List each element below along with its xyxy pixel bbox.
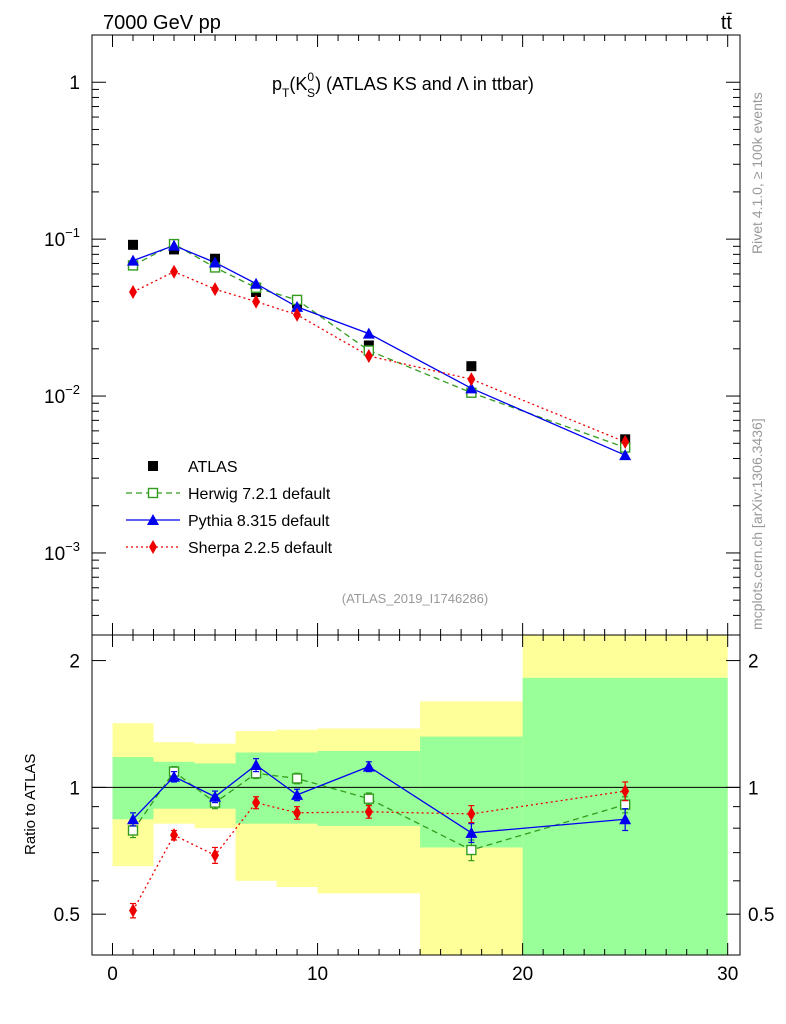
legend-label-herwig: Herwig 7.2.1 default [188,486,331,503]
herwig-ratio-point [466,844,477,856]
pythia-ratio-point [209,790,222,802]
sherpa-main-point [129,285,138,300]
ratio-y-tick-label-right: 1 [748,778,759,799]
legend-item-herwig: Herwig 7.2.1 default [126,486,331,503]
rivet-version-label: Rivet 4.1.0, ≥ 100k events [749,92,765,254]
ratio-plot-panel: 0 10 20 30 0.5 0.5 1 1 2 2 Ratio to ATLAS [22,634,774,985]
sherpa-ratio-point [170,828,179,843]
ratio-x-tick-label: 20 [512,964,533,985]
ratio-x-tick-label: 0 [107,964,118,985]
pythia-ratio-point [250,759,263,771]
ratio-plot-frame [91,634,741,956]
herwig-ratio-point [363,793,375,804]
main-y-tick-label: 10−2 [44,382,80,408]
main-plot-panel: 1 10−1 10−2 10−3 pT(K0 S) (ATLAS KS and Λ in… [44,34,741,636]
herwig-ratio-point [291,773,303,784]
sherpa-ratio-point [211,848,220,863]
ratio-y-tick-label-right: 2 [748,652,759,673]
legend-marker-pythia [147,514,159,525]
mcplots-label: mcplots.cern.ch [arXiv:1306.3436] [749,418,765,630]
sherpa-ratio-point [364,804,373,819]
ratio-y-axis-label: Ratio to ATLAS [22,754,39,855]
sherpa-main-point [170,264,179,279]
pythia-main-point [465,382,478,394]
sherpa-ratio-point [293,805,302,820]
sherpa-ratio-point [467,806,476,821]
header-energy-label: 7000 GeV pp [103,12,221,34]
herwig-ratio-point [619,799,631,810]
legend-label-atlas: ATLAS [188,459,238,476]
uncertainty-band-green [112,757,154,820]
ratio-x-tick-label: 10 [307,964,328,985]
legend-item-pythia: Pythia 8.315 default [126,513,330,530]
atlas-main-point [466,361,477,372]
sherpa-ratio-point [621,784,630,799]
header-process-label: tt̄ [721,12,733,34]
legend: ATLAS Herwig 7.2.1 default Pythia 8.315 de… [126,459,333,557]
pythia-main-point [362,327,375,339]
legend-marker-herwig [147,487,159,499]
herwig-main-line [132,243,626,449]
ratio-y-tick-label-left: 1 [69,778,80,799]
pythia-ratio-point [619,813,632,825]
sherpa-main-point [293,307,302,322]
ratio-y-tick-label-left: 2 [69,652,80,673]
herwig-ratio-point [127,825,139,836]
pythia-main-line [132,244,626,456]
pythia-ratio-point [465,826,478,838]
pythia-ratio-point [291,788,304,800]
sherpa-main-point [621,434,630,449]
pythia-ratio-point [362,760,375,772]
pythia-main-point [209,256,222,268]
pythia-main-point [291,300,304,312]
ratio-y-tick-label-right: 0.5 [748,905,774,926]
pythia-main-point [619,449,632,461]
pythia-main-point [250,277,263,289]
sherpa-main-point [364,348,373,363]
main-y-tick-label: 1 [69,73,80,94]
sherpa-main-point [252,294,261,309]
ratio-y-tick-label-left: 0.5 [54,905,80,926]
pythia-main-point [168,239,181,251]
analysis-id-label: (ATLAS_2019_I1746286) [342,591,488,606]
legend-item-atlas: ATLAS [148,459,238,476]
plot-title: pT(K0 S) (ATLAS KS and Λ in ttbar) [272,70,534,100]
sherpa-ratio-point [129,903,138,918]
sherpa-main-point [467,372,476,387]
sherpa-main-line [132,271,626,443]
ratio-x-tick-label: 30 [717,964,738,985]
sherpa-ratio-point [252,795,261,810]
main-y-tick-label: 10−1 [44,225,80,251]
pythia-ratio-point [168,770,181,782]
sherpa-main-point [211,282,220,297]
herwig-ratio-line [132,770,626,851]
legend-label-sherpa: Sherpa 2.2.5 default [188,540,333,557]
pythia-ratio-line [132,764,626,834]
atlas-main-point [128,239,139,250]
legend-item-sherpa: Sherpa 2.2.5 default [126,540,333,557]
legend-marker-sherpa [149,540,157,554]
pythia-ratio-point [127,813,140,825]
pythia-main-point [127,254,140,266]
legend-label-pythia: Pythia 8.315 default [188,513,330,530]
legend-marker-atlas [148,461,158,471]
main-y-tick-label: 10−3 [44,539,80,565]
